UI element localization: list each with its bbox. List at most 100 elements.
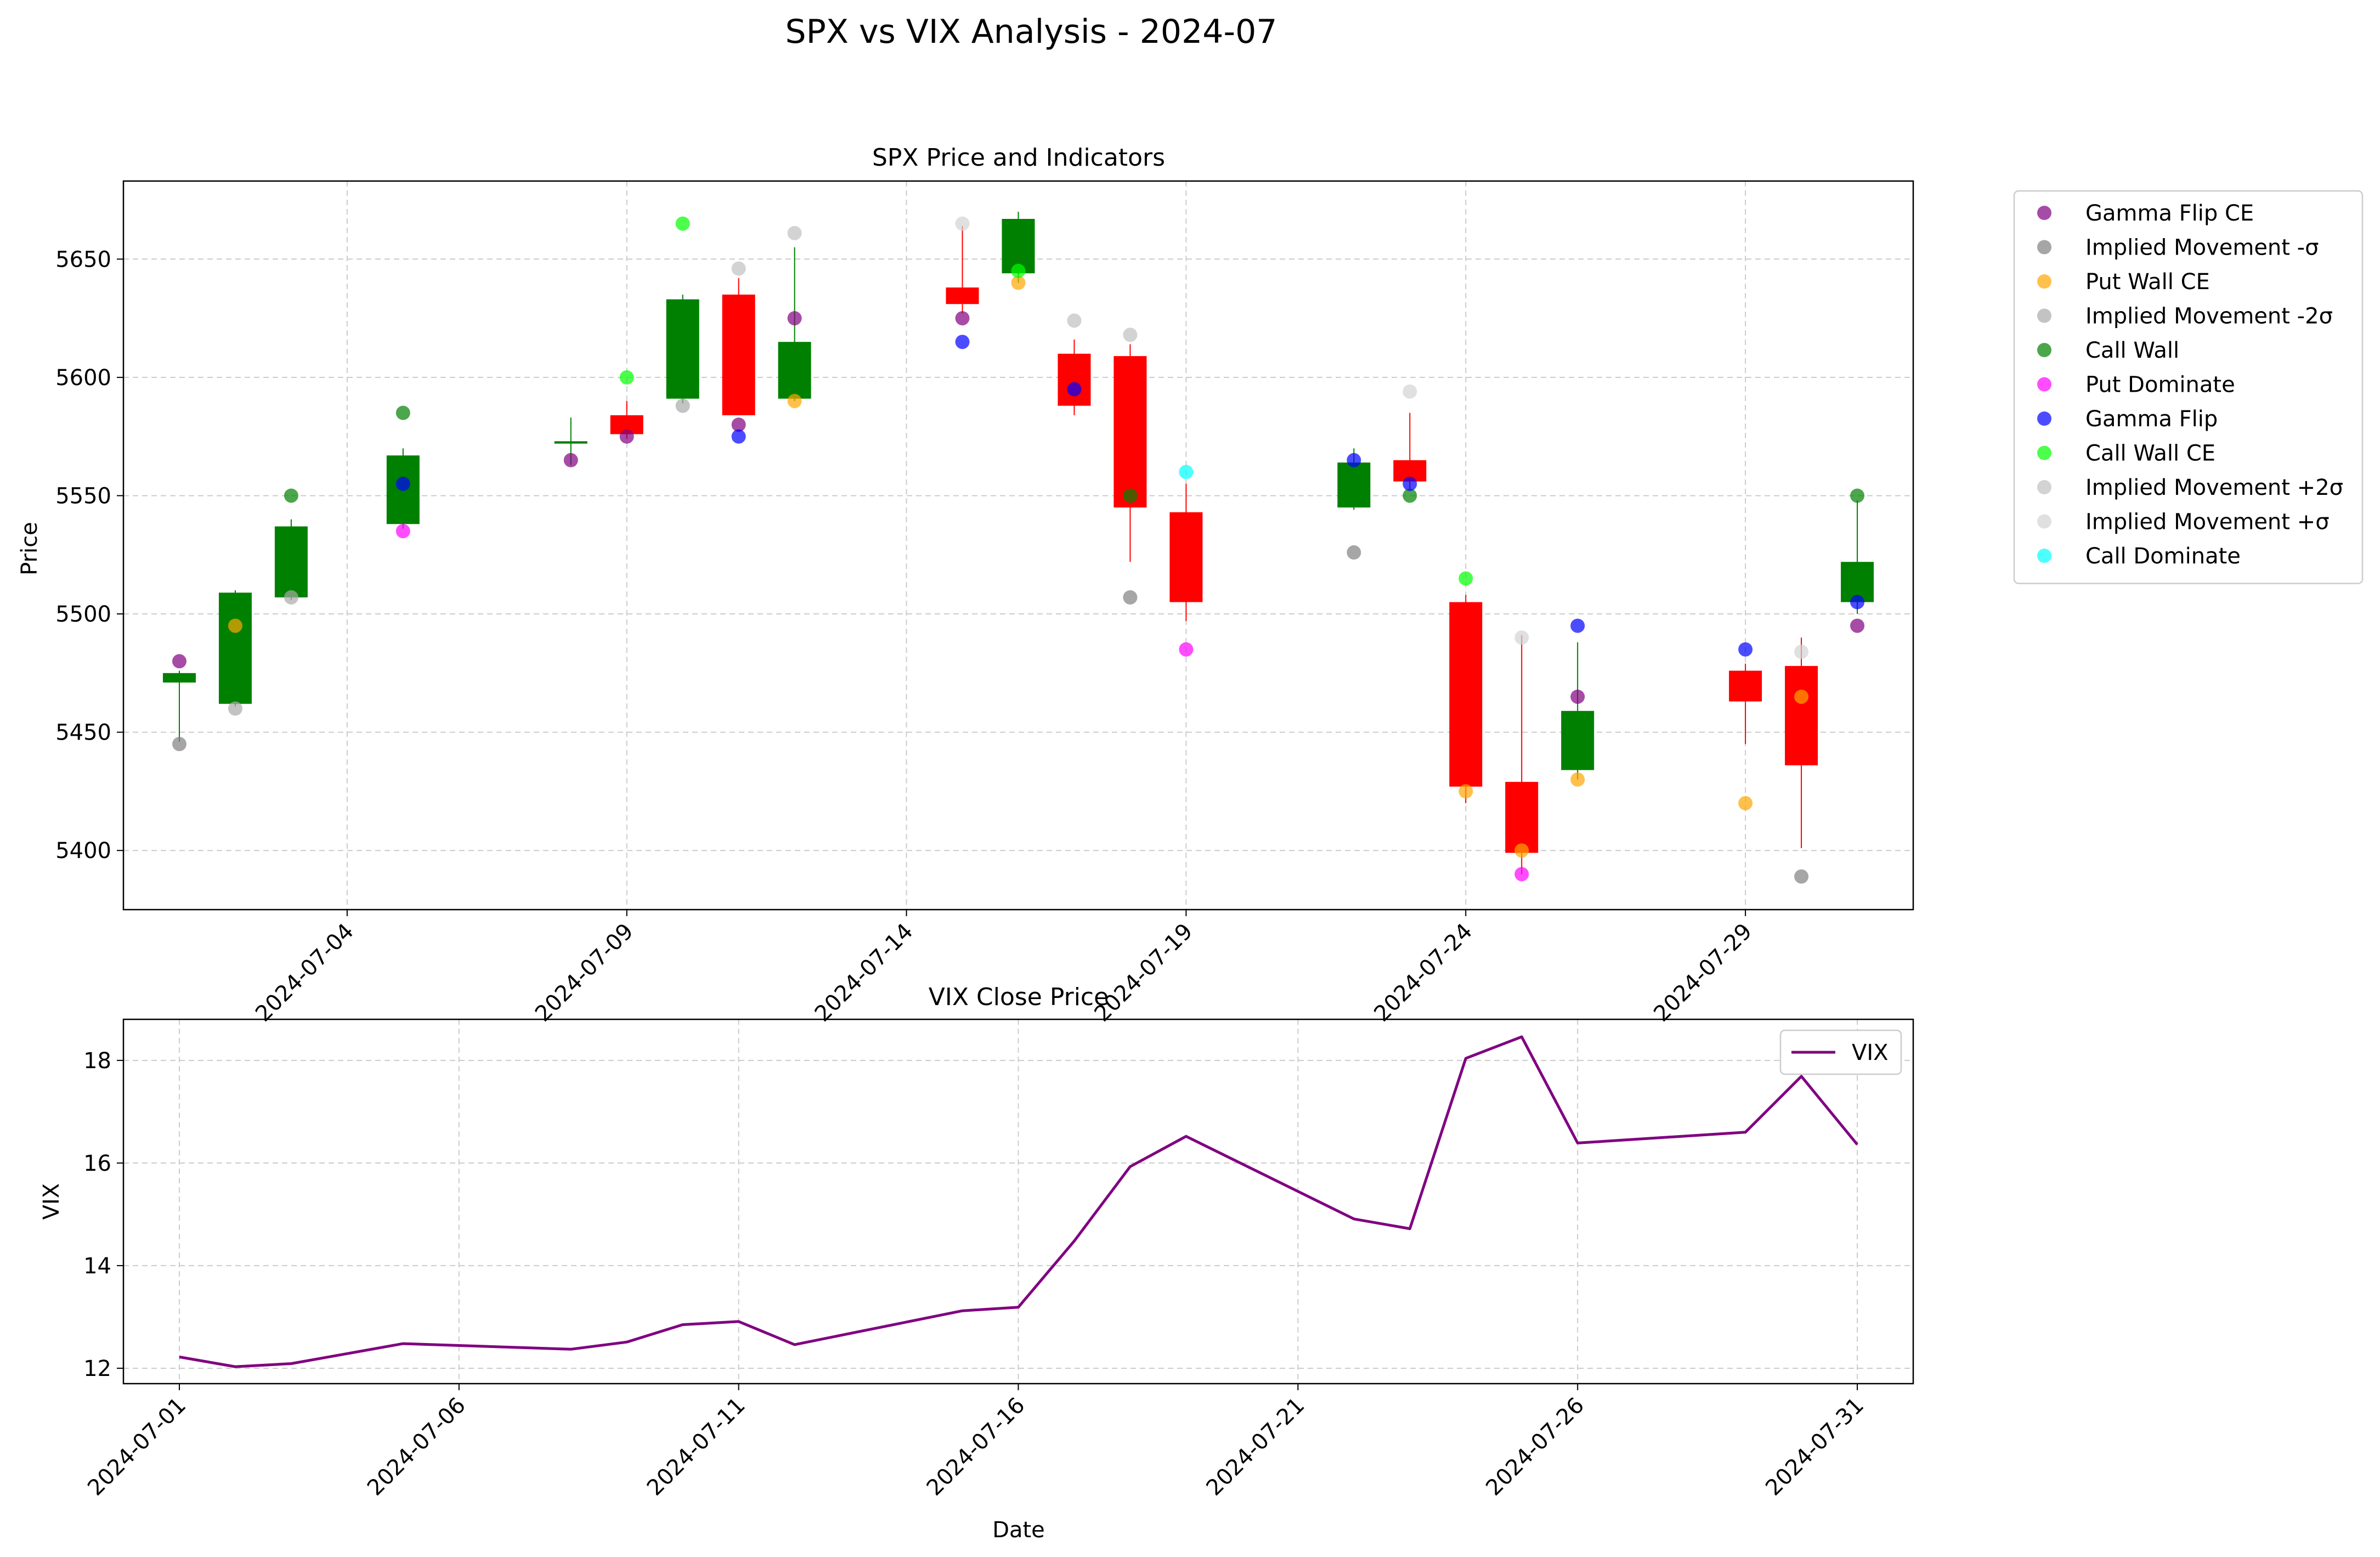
spx-marker-put-wall-ce (228, 618, 242, 633)
spx-plot-frame (122, 180, 1914, 911)
spx-marker-gamma-flip (1850, 595, 1865, 610)
spx-marker-call-wall-ce (619, 370, 634, 385)
spx-legend-label: Implied Movement -2σ (2085, 304, 2333, 329)
spx-candle-body (1113, 356, 1147, 508)
spx-candle-body (274, 526, 308, 597)
vix-y-tick-label: 12 (83, 1356, 111, 1381)
spx-marker-gamma-flip-ce (787, 311, 802, 326)
spx-marker-implied-movement (1514, 630, 1529, 645)
spx-marker-gamma-flip (731, 429, 746, 444)
spx-marker-gamma-flip-ce (955, 311, 970, 326)
vix-y-tick-label: 14 (83, 1254, 111, 1279)
spx-marker-implied-movement-2 (228, 701, 242, 716)
spx-marker-put-dominate (1179, 642, 1194, 657)
spx-legend-marker (2037, 549, 2051, 563)
spx-marker-implied-movement-2 (284, 590, 298, 605)
spx-marker-gamma-flip-ce (1570, 689, 1585, 704)
spx-y-tick-label: 5600 (55, 365, 111, 391)
spx-marker-implied-movement-2 (731, 261, 746, 276)
spx-marker-call-wall (395, 405, 410, 420)
spx-marker-gamma-flip-ce (619, 429, 634, 444)
spx-y-tick-label: 5450 (55, 720, 111, 746)
spx-candle-body (1505, 782, 1539, 853)
spx-marker-put-wall-ce (1738, 796, 1753, 810)
vix-legend-label: VIX (1852, 1040, 1889, 1065)
spx-marker-implied-movement-2 (1123, 328, 1138, 342)
spx-marker-gamma-flip (1570, 618, 1585, 633)
spx-marker-put-dominate (395, 524, 410, 539)
spx-candle-body (554, 441, 587, 444)
spx-legend-label: Implied Movement -σ (2085, 235, 2319, 261)
spx-legend-label: Gamma Flip (2085, 407, 2218, 432)
spx-marker-implied-movement-2 (1067, 313, 1082, 328)
spx-legend-marker (2037, 206, 2051, 220)
spx-legend-label: Put Wall CE (2085, 269, 2210, 295)
spx-y-axis-label: Price (17, 522, 42, 576)
vix-plot-frame (122, 1018, 1914, 1385)
spx-marker-gamma-flip (955, 335, 970, 349)
spx-marker-put-wall-ce (1011, 275, 1026, 290)
spx-legend-marker (2037, 308, 2051, 323)
spx-candle-body (218, 593, 252, 704)
spx-legend-marker (2037, 514, 2051, 529)
vix-y-axis-label: VIX (39, 1183, 64, 1220)
spx-candle-body (666, 299, 699, 399)
spx-y-tick-label: 5550 (55, 483, 111, 509)
spx-marker-put-wall-ce (1514, 843, 1529, 858)
vix-y-tick-label: 16 (83, 1151, 111, 1176)
spx-candle-body (1561, 710, 1595, 770)
vix-y-tick-label: 18 (83, 1048, 111, 1074)
spx-marker-call-wall (284, 488, 298, 503)
spx-marker-gamma-flip-ce (1850, 618, 1865, 633)
spx-marker-gamma-flip (1067, 382, 1082, 397)
spx-legend-marker (2037, 411, 2051, 426)
spx-marker-implied-movement (955, 216, 970, 231)
vix-x-axis-label: Date (992, 1517, 1045, 1543)
spx-marker-implied-movement (1794, 645, 1809, 659)
figure-title: SPX vs VIX Analysis - 2024-07 (785, 13, 1277, 51)
spx-legend-label: Call Dominate (2085, 544, 2241, 569)
spx-candle-body (1449, 602, 1483, 787)
spx-legend-label: Call Wall (2085, 338, 2179, 363)
spx-marker-gamma-flip-ce (563, 453, 578, 467)
vix-legend: VIX (1779, 1029, 1902, 1075)
spx-marker-implied-movement (1123, 590, 1138, 605)
spx-y-tick-label: 5500 (55, 602, 111, 627)
vix-grid (123, 1019, 1913, 1384)
spx-marker-call-dominate (1179, 465, 1194, 479)
spx-legend-marker (2037, 480, 2051, 494)
spx-legend-marker (2037, 240, 2051, 255)
spx-marker-implied-movement-2 (787, 225, 802, 240)
spx-marker-put-wall-ce (1458, 784, 1473, 799)
spx-legend-marker (2037, 274, 2051, 289)
spx-legend: Gamma Flip CE Implied Movement -σ Put Wall… (2013, 190, 2364, 584)
spx-candle-body (946, 287, 979, 304)
spx-candle-body (722, 294, 755, 415)
spx-y-tick-label: 5400 (55, 838, 111, 864)
spx-marker-put-wall-ce (787, 393, 802, 408)
vix-chart-title: VIX Close Price (929, 983, 1109, 1011)
spx-legend-label: Put Dominate (2085, 373, 2235, 398)
spx-candle-body (778, 342, 811, 399)
spx-legend-label: Gamma Flip CE (2085, 201, 2254, 226)
spx-candle-body (1169, 512, 1203, 602)
spx-legend-label: Implied Movement +σ (2085, 510, 2330, 535)
spx-marker-gamma-flip (1347, 453, 1361, 467)
spx-marker-call-wall (1850, 488, 1865, 503)
spx-legend-marker (2037, 343, 2051, 357)
vix-legend-box (1779, 1029, 1902, 1075)
spx-candle-body (162, 673, 196, 683)
spx-marker-implied-movement (172, 737, 186, 752)
spx-marker-implied-movement (1794, 869, 1809, 884)
spx-candle-body (1337, 462, 1371, 508)
spx-candle-body (1058, 353, 1091, 406)
vix-series-line (179, 1035, 1858, 1368)
spx-marker-implied-movement (1347, 545, 1361, 560)
spx-marker-call-wall-ce (1458, 571, 1473, 586)
spx-marker-implied-movement (1403, 384, 1417, 399)
spx-chart-title: SPX Price and Indicators (872, 144, 1165, 172)
spx-candle-body (1729, 670, 1762, 702)
spx-marker-gamma-flip-ce (731, 418, 746, 432)
vix-line (179, 1035, 1858, 1368)
spx-legend-box (2013, 190, 2364, 584)
